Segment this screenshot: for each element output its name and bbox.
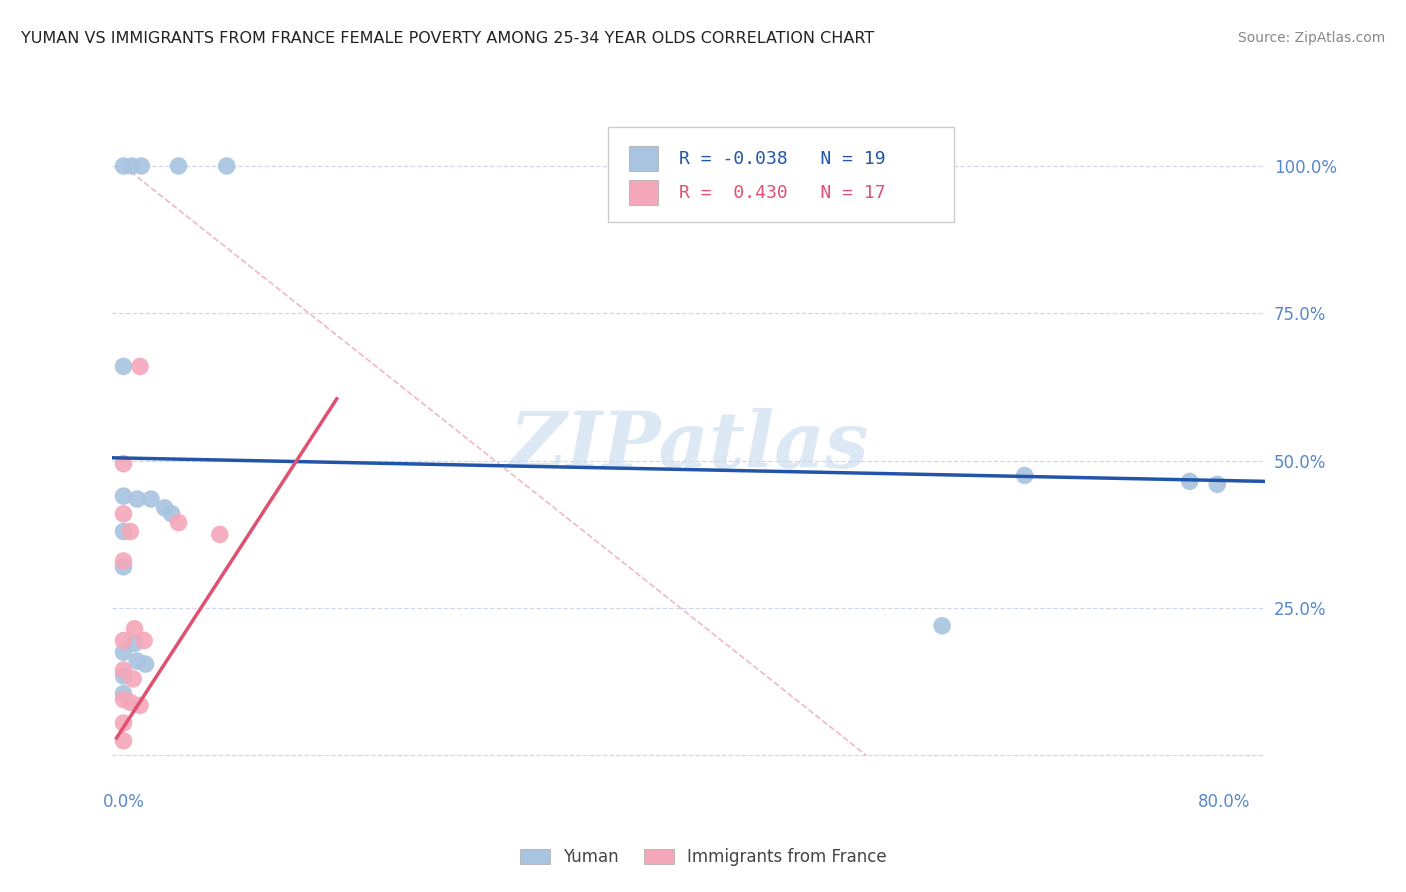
Point (112, 733, 135, 747)
Point (112, 507, 135, 521)
Text: ZIPatlas: ZIPatlas (509, 408, 869, 484)
Point (129, 698, 152, 713)
Text: YUMAN VS IMMIGRANTS FROM FRANCE FEMALE POVERTY AMONG 25-34 YEAR OLDS CORRELATION: YUMAN VS IMMIGRANTS FROM FRANCE FEMALE P… (21, 31, 875, 46)
Point (112, 716, 135, 731)
Point (134, 633, 156, 648)
Point (215, 159, 238, 173)
Point (120, 695, 142, 709)
Point (153, 500, 176, 515)
Point (1178, 475, 1201, 489)
Point (129, 359, 152, 374)
Point (167, 516, 190, 530)
Point (122, 672, 145, 686)
Point (1206, 477, 1229, 491)
Point (931, 619, 953, 633)
Point (112, 559, 135, 574)
Point (112, 663, 135, 677)
Text: Source: ZipAtlas.com: Source: ZipAtlas.com (1237, 31, 1385, 45)
Point (1014, 468, 1036, 483)
Point (112, 554, 135, 568)
Point (124, 622, 146, 636)
Point (167, 159, 190, 173)
Text: R = -0.038   N = 19: R = -0.038 N = 19 (679, 150, 886, 168)
Legend: Yuman, Immigrants from France: Yuman, Immigrants from France (512, 840, 894, 875)
Point (124, 636, 146, 650)
Point (131, 159, 153, 173)
Point (112, 524, 135, 539)
Point (127, 491, 149, 506)
Point (112, 645, 135, 659)
Point (112, 692, 135, 706)
FancyBboxPatch shape (628, 180, 658, 205)
Point (112, 359, 135, 374)
Point (121, 159, 143, 173)
Point (139, 491, 162, 506)
Point (134, 657, 156, 672)
Point (112, 669, 135, 683)
Point (120, 524, 142, 539)
FancyBboxPatch shape (609, 128, 955, 222)
Point (112, 159, 135, 173)
Point (112, 457, 135, 471)
FancyBboxPatch shape (628, 146, 658, 171)
Point (160, 507, 183, 521)
Point (127, 654, 149, 668)
Point (112, 687, 135, 701)
Point (208, 527, 231, 541)
Point (112, 633, 135, 648)
Text: R =  0.430   N = 17: R = 0.430 N = 17 (679, 184, 886, 202)
Point (112, 489, 135, 503)
